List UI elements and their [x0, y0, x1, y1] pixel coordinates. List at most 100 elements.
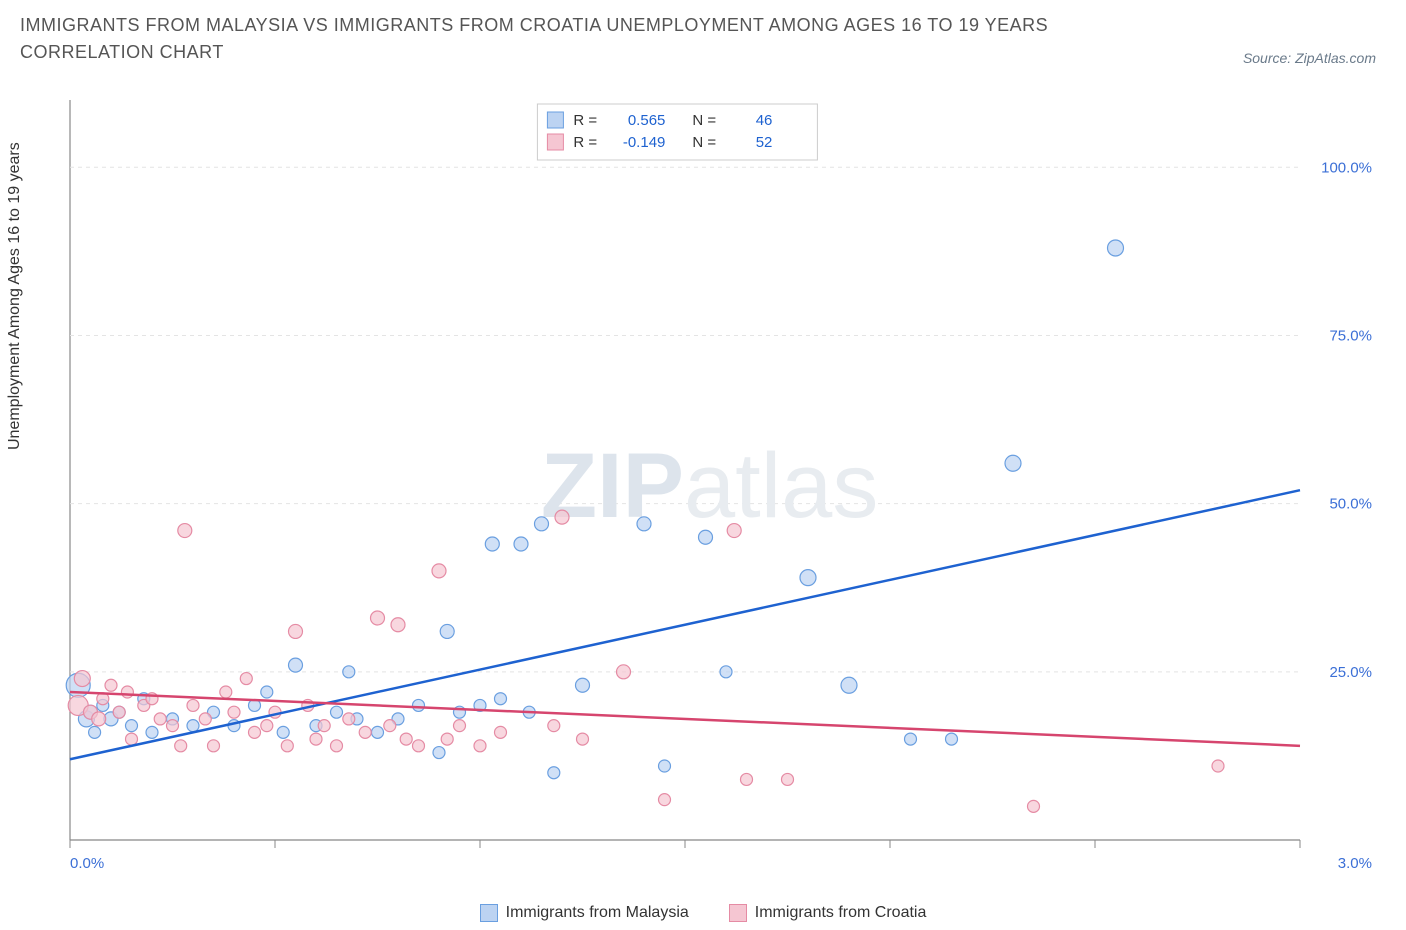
data-point	[841, 677, 857, 693]
data-point	[343, 666, 355, 678]
data-point	[441, 733, 453, 745]
data-point	[432, 564, 446, 578]
data-point	[617, 665, 631, 679]
scatter-series	[68, 510, 1224, 812]
bottom-legend-item: Immigrants from Croatia	[729, 904, 927, 922]
data-point	[548, 720, 560, 732]
data-point	[343, 713, 355, 725]
data-point	[514, 537, 528, 551]
data-point	[74, 671, 90, 687]
data-point	[495, 726, 507, 738]
data-point	[440, 624, 454, 638]
data-point	[249, 726, 261, 738]
data-point	[782, 773, 794, 785]
data-point	[727, 524, 741, 538]
y-tick-label: 50.0%	[1329, 496, 1372, 513]
watermark: ZIPatlas	[541, 435, 878, 537]
data-point	[277, 726, 289, 738]
data-point	[800, 570, 816, 586]
data-point	[495, 693, 507, 705]
data-point	[359, 726, 371, 738]
data-point	[741, 773, 753, 785]
data-point	[167, 720, 179, 732]
data-point	[485, 537, 499, 551]
data-point	[199, 713, 211, 725]
data-point	[946, 733, 958, 745]
data-point	[1028, 800, 1040, 812]
scatter-chart-svg: 25.0% 50.0% 75.0% 100.0% ZIPatlas 0.0% 3.0% R =…	[60, 90, 1380, 885]
data-point	[240, 673, 252, 685]
data-point	[555, 510, 569, 524]
y-tick-label: 100.0%	[1321, 159, 1372, 176]
data-point	[310, 733, 322, 745]
data-point	[331, 706, 343, 718]
data-point	[577, 733, 589, 745]
data-point	[208, 740, 220, 752]
data-point	[720, 666, 732, 678]
bottom-legend: Immigrants from Malaysia Immigrants from …	[0, 904, 1406, 922]
data-point	[92, 712, 106, 726]
data-point	[1108, 240, 1124, 256]
data-point	[228, 706, 240, 718]
bottom-legend-item: Immigrants from Malaysia	[480, 904, 689, 922]
x-tick-label: 3.0%	[1338, 855, 1372, 872]
legend-r-value: -0.149	[623, 134, 666, 151]
data-point	[261, 686, 273, 698]
legend-r-label: R =	[573, 112, 597, 129]
data-point	[535, 517, 549, 531]
data-point	[105, 679, 117, 691]
data-point	[400, 733, 412, 745]
legend-n-value: 46	[756, 112, 773, 129]
data-point	[1005, 455, 1021, 471]
data-point	[699, 530, 713, 544]
y-axis-label: Unemployment Among Ages 16 to 19 years	[6, 142, 24, 450]
data-point	[289, 658, 303, 672]
data-point	[187, 720, 199, 732]
data-point	[384, 720, 396, 732]
data-point	[372, 726, 384, 738]
data-point	[154, 713, 166, 725]
data-point	[146, 726, 158, 738]
data-point	[637, 517, 651, 531]
data-point	[548, 767, 560, 779]
chart-area: 25.0% 50.0% 75.0% 100.0% ZIPatlas 0.0% 3.0% R =…	[60, 90, 1380, 885]
legend-n-label: N =	[692, 134, 716, 151]
data-point	[126, 720, 138, 732]
data-point	[318, 720, 330, 732]
y-tick-label: 25.0%	[1329, 664, 1372, 681]
data-point	[905, 733, 917, 745]
data-point	[175, 740, 187, 752]
data-point	[289, 624, 303, 638]
data-point	[261, 720, 273, 732]
data-point	[659, 794, 671, 806]
data-point	[113, 706, 125, 718]
legend-n-label: N =	[692, 112, 716, 129]
legend-n-value: 52	[756, 134, 773, 151]
y-tick-label: 75.0%	[1329, 327, 1372, 344]
data-point	[454, 720, 466, 732]
data-point	[576, 678, 590, 692]
legend-swatch	[547, 112, 563, 128]
x-tick-label: 0.0%	[70, 855, 104, 872]
data-point	[89, 726, 101, 738]
data-point	[178, 524, 192, 538]
data-point	[391, 618, 405, 632]
source-attribution: Source: ZipAtlas.com	[1243, 50, 1376, 66]
data-point	[371, 611, 385, 625]
data-point	[433, 747, 445, 759]
legend-label: Immigrants from Croatia	[755, 904, 927, 922]
data-point	[281, 740, 293, 752]
data-point	[121, 686, 133, 698]
legend-swatch	[547, 134, 563, 150]
data-point	[187, 699, 199, 711]
data-point	[413, 740, 425, 752]
legend-r-value: 0.565	[628, 112, 666, 129]
data-point	[413, 699, 425, 711]
data-point	[474, 740, 486, 752]
legend-swatch	[480, 904, 498, 922]
legend-label: Immigrants from Malaysia	[506, 904, 689, 922]
legend-swatch	[729, 904, 747, 922]
data-point	[659, 760, 671, 772]
data-point	[220, 686, 232, 698]
data-point	[126, 733, 138, 745]
